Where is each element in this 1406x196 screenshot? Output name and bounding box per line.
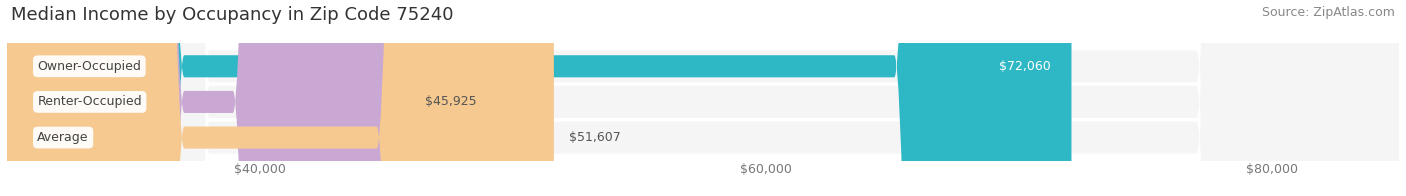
FancyBboxPatch shape xyxy=(7,0,411,196)
Text: $51,607: $51,607 xyxy=(569,131,621,144)
FancyBboxPatch shape xyxy=(7,0,554,196)
Text: Renter-Occupied: Renter-Occupied xyxy=(38,95,142,108)
FancyBboxPatch shape xyxy=(7,0,1399,196)
FancyBboxPatch shape xyxy=(7,0,1399,196)
Text: Median Income by Occupancy in Zip Code 75240: Median Income by Occupancy in Zip Code 7… xyxy=(11,6,454,24)
Text: Owner-Occupied: Owner-Occupied xyxy=(38,60,141,73)
Text: Average: Average xyxy=(38,131,89,144)
FancyBboxPatch shape xyxy=(7,0,1071,196)
Text: $72,060: $72,060 xyxy=(1000,60,1052,73)
Text: $45,925: $45,925 xyxy=(425,95,477,108)
FancyBboxPatch shape xyxy=(7,0,1399,196)
Text: Source: ZipAtlas.com: Source: ZipAtlas.com xyxy=(1261,6,1395,19)
